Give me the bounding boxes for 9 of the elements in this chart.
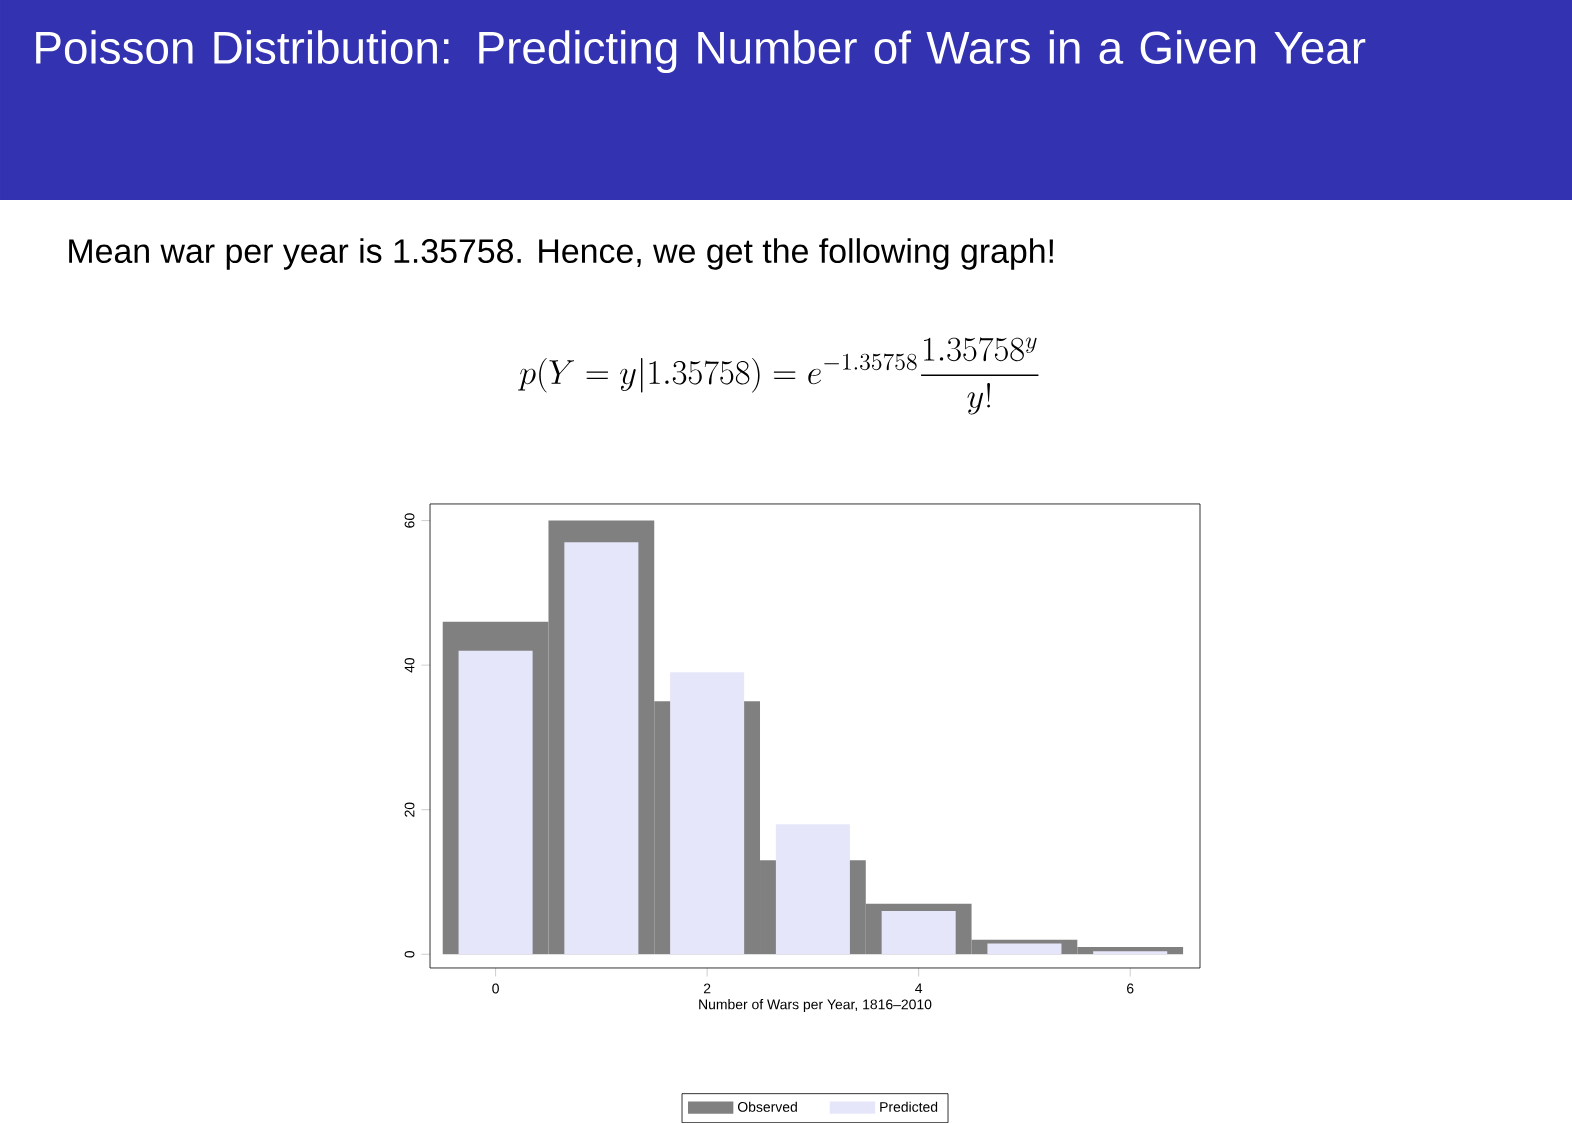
chart-subtitle: Mean war per year is 1.35758. Hence, we get the following graph! [69, 238, 1053, 271]
chart-title: Poisson Distribution: Predicting Number of Wars in a Given Year [36, 30, 1366, 74]
bar [564, 542, 639, 955]
bar [670, 672, 745, 955]
bar [775, 824, 850, 955]
bar [458, 651, 533, 955]
bar [881, 911, 956, 955]
bar [987, 943, 1062, 955]
text: $p(Y=y|1.35758)=e^{-1.35758}\frac{1.35758^y}{y!}$ [518, 337, 1039, 415]
